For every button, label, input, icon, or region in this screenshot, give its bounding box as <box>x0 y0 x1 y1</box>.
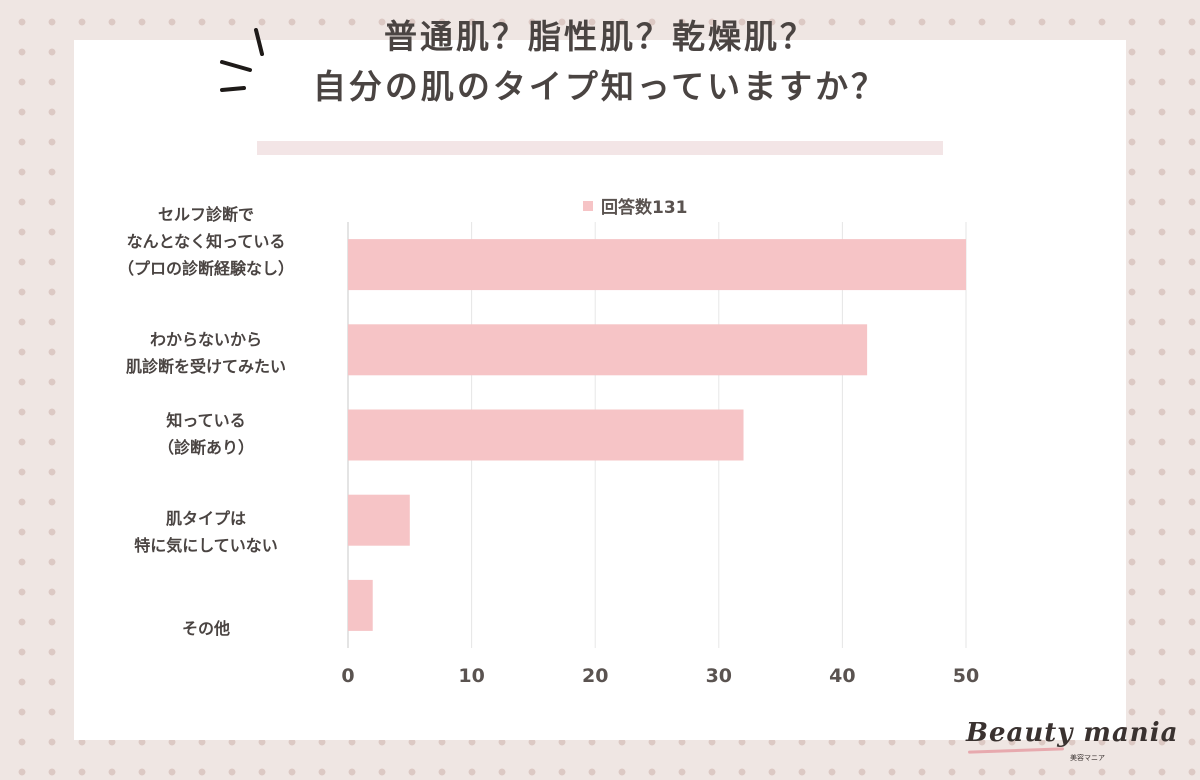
category-label-3-line-1: 知っている <box>166 411 246 430</box>
category-label-1-line-2: なんとなく知っている <box>126 232 286 251</box>
category-label-4: 肌タイプは 特に気にしていない <box>86 505 326 559</box>
legend: 回答数131 <box>583 193 688 218</box>
chart-title: 普通肌？脂性肌？乾燥肌？ 自分の肌のタイプ知っていますか？ <box>0 14 1200 110</box>
logo-subtext: 美容マニア <box>1070 754 1105 762</box>
logo-text: Beauty mania <box>966 718 1179 748</box>
category-label-1-line-3: （プロの診断経験なし） <box>117 259 294 278</box>
category-label-2-line-2: 肌診断を受けてみたい <box>125 357 286 376</box>
title-underline <box>257 141 943 155</box>
category-label-3: 知っている （診断あり） <box>86 407 326 461</box>
title-line-1: 普通肌？脂性肌？乾燥肌？ <box>384 17 816 56</box>
category-label-5-line-1: その他 <box>181 619 230 638</box>
beauty-mania-logo: Beauty mania 美容マニア <box>966 718 1179 762</box>
logo-brush-stroke <box>967 747 1065 754</box>
category-label-3-line-2: （診断あり） <box>157 438 254 457</box>
emphasis-marks-icon <box>220 28 264 92</box>
title-line-2: 自分の肌のタイプ知っていますか？ <box>312 67 888 106</box>
legend-swatch <box>583 200 593 211</box>
category-label-1: セルフ診断で なんとなく知っている （プロの診断経験なし） <box>86 201 326 282</box>
category-label-5: その他 <box>86 615 326 642</box>
category-label-2-line-1: わからないから <box>149 330 262 349</box>
category-label-4-line-1: 肌タイプは <box>165 509 246 528</box>
chart-card <box>74 40 1126 740</box>
category-label-1-line-1: セルフ診断で <box>157 205 254 224</box>
category-label-2: わからないから 肌診断を受けてみたい <box>86 326 326 380</box>
legend-label: 回答数131 <box>601 198 688 218</box>
category-label-4-line-2: 特に気にしていない <box>134 536 278 555</box>
